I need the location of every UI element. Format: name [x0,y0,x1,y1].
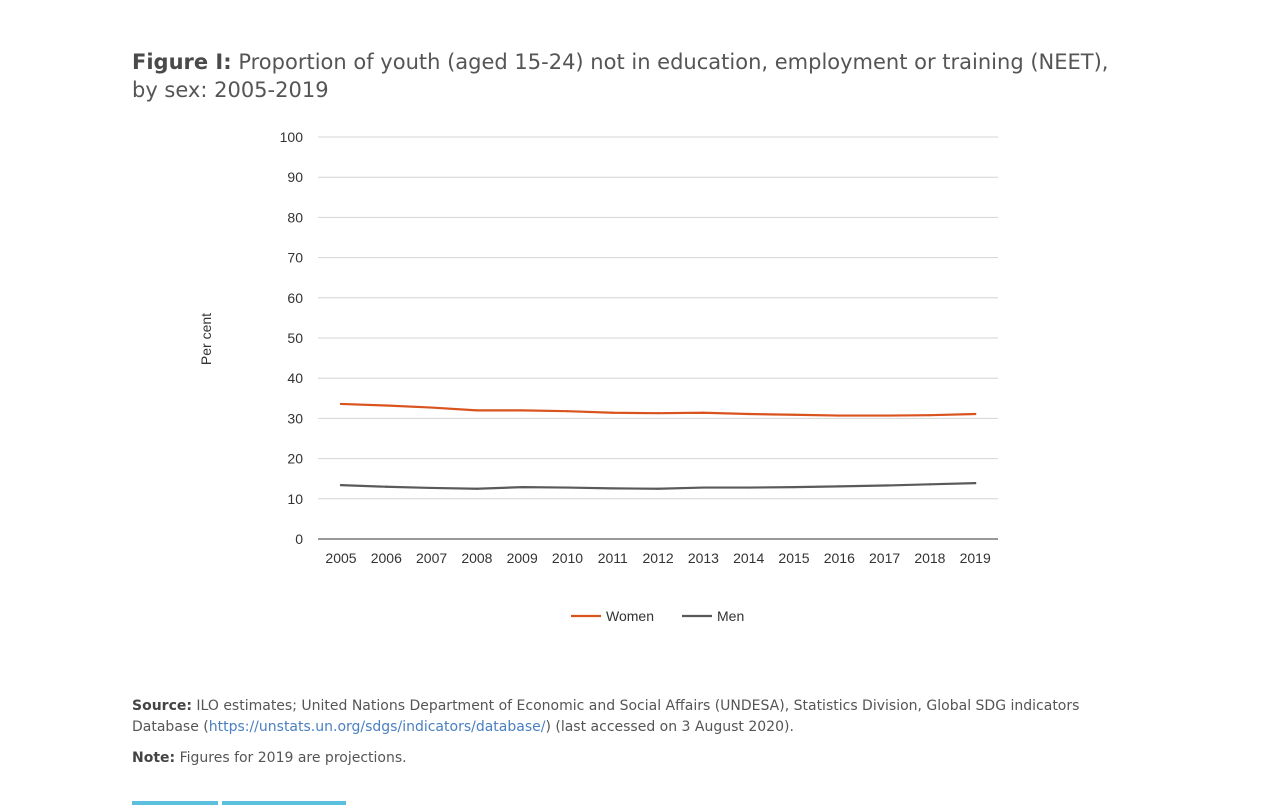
footnote: Note: Figures for 2019 are projections. [132,748,1142,769]
figure-title-text: Proportion of youth (aged 15-24) not in … [132,50,1109,102]
x-tick-label-2005: 2005 [325,550,356,566]
point-women-2012 [657,412,660,415]
point-men-2008 [475,487,478,490]
x-tick-label-2014: 2014 [733,550,764,566]
y-tick-label-0: 0 [295,531,303,547]
neet-line-chart: 0 10 20 30 40 50 60 70 80 90 100 2005 2006 2007 2008 20… [198,129,998,624]
x-tick-label-2011: 2011 [598,550,628,566]
x-tick-label-2013: 2013 [688,550,719,566]
point-women-2016 [838,414,841,417]
legend-label-men: Men [717,608,744,624]
legend-label-women: Women [606,608,654,624]
point-men-2006 [385,485,388,488]
point-men-2019 [974,482,977,485]
point-men-2005 [339,484,343,487]
x-tick-label-2006: 2006 [371,550,402,566]
point-women-2006 [385,404,388,407]
point-women-2005 [339,402,343,406]
point-women-2007 [430,406,433,409]
y-tick-label-70: 70 [287,250,303,266]
y-tick-label-50: 50 [287,330,303,346]
point-women-2018 [928,414,932,417]
point-women-2009 [521,409,524,412]
point-men-2013 [702,486,705,489]
x-tick-label-2015: 2015 [778,550,809,566]
point-men-2015 [792,486,796,489]
source-label: Source: [132,698,192,714]
x-tick-label-2016: 2016 [824,550,855,566]
point-women-2010 [566,410,569,413]
point-men-2010 [566,486,569,489]
source-text: ILO estimates; United Nations Department… [132,698,1080,735]
y-tick-label-20: 20 [287,451,303,467]
point-men-2011 [611,487,614,490]
point-women-2008 [475,409,478,412]
note-text: Figures for 2019 are projections. [175,750,407,766]
x-tick-label-2010: 2010 [552,550,583,566]
y-tick-label-80: 80 [287,209,303,225]
tab-indicator-1[interactable] [132,801,218,805]
point-men-2014 [747,486,750,489]
point-women-2011 [611,411,614,414]
point-women-2014 [747,412,750,416]
point-men-2017 [883,484,886,487]
point-men-2012 [657,487,660,490]
figure-title: Figure I: Proportion of youth (aged 15-2… [132,48,1132,104]
y-tick-label-40: 40 [287,370,303,386]
source-note: Source: ILO estimates; United Nations De… [132,696,1142,738]
figure-label: Figure I: [132,50,232,74]
y-tick-label-60: 60 [287,290,303,306]
x-tick-label-2007: 2007 [416,550,447,566]
x-tick-label-2017: 2017 [869,550,900,566]
point-men-2018 [928,483,932,486]
x-tick-label-2019: 2019 [960,550,991,566]
point-women-2015 [792,413,796,416]
tab-indicator-2[interactable] [222,801,346,805]
point-men-2016 [838,485,841,488]
x-tick-label-2012: 2012 [643,550,674,566]
note-label: Note: [132,750,176,766]
point-women-2017 [883,414,886,417]
point-men-2007 [430,486,433,490]
y-tick-label-30: 30 [287,410,303,426]
point-women-2013 [702,411,705,414]
database-link[interactable]: https://unstats.un.org/sdgs/indicators/d… [208,719,546,735]
x-tick-label-2018: 2018 [914,550,945,566]
x-tick-label-2008: 2008 [461,550,492,566]
source-accessed: ) (last accessed on 3 August 2020). [545,719,794,735]
x-tick-label-2009: 2009 [507,550,538,566]
point-men-2009 [521,486,524,489]
y-tick-label-100: 100 [280,129,304,145]
y-tick-label-10: 10 [287,491,303,507]
point-women-2019 [974,412,977,416]
y-axis-title: Per cent [198,313,214,365]
y-tick-label-90: 90 [287,169,303,185]
